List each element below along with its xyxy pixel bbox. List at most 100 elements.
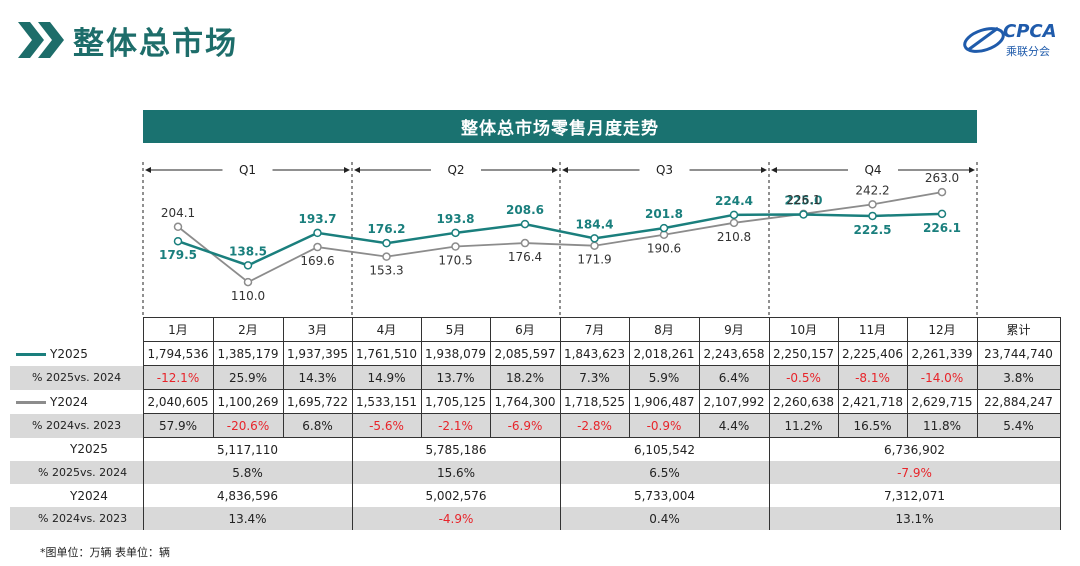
quarter-cell: 5,117,110 xyxy=(142,437,353,461)
quarter-row: % 2024vs. 2023 13.4% -4.9% 0.4% 13.1% xyxy=(10,507,1061,530)
data-point xyxy=(451,242,460,251)
column-header: 5月 xyxy=(420,317,491,342)
table-cell: 2,261,339 xyxy=(906,341,978,366)
data-point xyxy=(590,241,599,250)
table-cell: 1,937,395 xyxy=(282,341,353,366)
table-cell: 16.5% xyxy=(837,413,908,438)
data-point xyxy=(313,242,322,252)
quarter-arrow xyxy=(552,167,558,173)
table-cell: 1,385,179 xyxy=(212,341,284,366)
table-cell: -2.1% xyxy=(420,413,491,438)
quarter-cell: 6.5% xyxy=(559,461,770,484)
table-cell: 18.2% xyxy=(489,365,561,390)
data-point xyxy=(243,277,253,287)
table-cell: 1,794,536 xyxy=(142,341,214,366)
table-cell: 1,761,510 xyxy=(351,341,422,366)
row-label: % 2024vs. 2023 xyxy=(10,507,143,530)
data-label: 190.6 xyxy=(647,242,681,256)
table-cell: 11.8% xyxy=(906,413,978,438)
table-cell: 4.4% xyxy=(698,413,770,438)
data-point xyxy=(868,200,877,209)
row-label: % 2025vs. 2024 xyxy=(10,365,143,390)
table-cell: -5.6% xyxy=(351,413,422,438)
table-cell: 1,718,525 xyxy=(559,389,630,414)
table-cell: -2.8% xyxy=(559,413,630,438)
table-cell: 1,906,487 xyxy=(628,389,700,414)
table-cell: 23,744,740 xyxy=(976,341,1061,366)
data-label: 110.0 xyxy=(231,289,265,303)
data-point xyxy=(313,228,322,238)
quarter-cell: 5,002,576 xyxy=(351,484,561,507)
data-point xyxy=(729,210,739,220)
quarter-cell: 4,836,596 xyxy=(142,484,353,507)
quarter-arrow xyxy=(344,167,350,173)
table-cell: 1,938,079 xyxy=(420,341,491,366)
data-point xyxy=(659,223,669,233)
legend-line-icon xyxy=(16,400,46,404)
data-point xyxy=(937,187,947,197)
column-header: 12月 xyxy=(906,317,978,342)
quarter-cell: 6,736,902 xyxy=(768,437,1061,461)
table-cell: 1,843,623 xyxy=(559,341,630,366)
data-label: 153.3 xyxy=(369,264,403,278)
table-corner xyxy=(10,318,143,342)
table-cell: 5.9% xyxy=(628,365,700,390)
data-label: 176.2 xyxy=(368,222,406,236)
quarter-cell: 7,312,071 xyxy=(768,484,1061,507)
row-label: % 2024vs. 2023 xyxy=(10,413,143,438)
column-header: 2月 xyxy=(212,317,284,342)
data-point xyxy=(173,236,183,246)
logo-text: CPCA xyxy=(1003,21,1057,42)
data-label: 226.1 xyxy=(923,221,961,235)
quarter-arrow xyxy=(562,167,568,173)
row-label: % 2025vs. 2024 xyxy=(10,461,143,484)
data-point xyxy=(382,252,391,261)
quarter-row: Y2024 4,836,596 5,002,576 5,733,004 7,312,07… xyxy=(10,484,1061,507)
data-label: 171.9 xyxy=(577,253,611,267)
table-cell: 5.4% xyxy=(976,413,1061,438)
table-cell: 2,260,638 xyxy=(768,389,839,414)
row-label: Y2024 xyxy=(10,390,143,414)
data-point xyxy=(520,219,530,229)
table-cell: 1,705,125 xyxy=(420,389,491,414)
quarter-row: % 2025vs. 2024 5.8% 15.6% 6.5% -7.9% xyxy=(10,461,1061,484)
quarter-cell: 6,105,542 xyxy=(559,437,770,461)
data-label: 222.5 xyxy=(854,223,892,237)
data-point xyxy=(590,234,599,243)
header-chevron-icon xyxy=(18,22,64,58)
data-label: 242.2 xyxy=(855,183,889,197)
quarter-cell: -4.9% xyxy=(351,507,561,530)
data-point xyxy=(173,222,183,232)
table-cell: 14.3% xyxy=(282,365,353,390)
table-cell: 1,100,269 xyxy=(212,389,284,414)
table-cell: 2,629,715 xyxy=(906,389,978,414)
column-header: 9月 xyxy=(698,317,770,342)
footnote: *图单位：万辆 表单位：辆 xyxy=(40,546,170,559)
data-label: 210.8 xyxy=(717,230,751,244)
data-point xyxy=(729,218,739,228)
cpca-logo xyxy=(963,26,1005,53)
column-header: 8月 xyxy=(628,317,700,342)
table-row: % 2024vs. 2023 57.9% -20.6% 6.8% -5.6% -2.1% -… xyxy=(10,413,1061,438)
table-row: Y2024 2,040,605 1,100,269 1,695,722 1,533,15… xyxy=(10,389,1061,414)
table-cell: 6.8% xyxy=(282,413,353,438)
quarter-label: Q1 xyxy=(239,163,256,177)
series-line-y2024 xyxy=(177,191,943,284)
table-cell: 25.9% xyxy=(212,365,284,390)
column-header: 1月 xyxy=(142,317,214,342)
table-cell: 2,250,157 xyxy=(768,341,839,366)
table-cell: 57.9% xyxy=(142,413,214,438)
data-label: 208.6 xyxy=(506,203,544,217)
table-cell: 22,884,247 xyxy=(976,389,1061,414)
data-label: 138.5 xyxy=(229,244,267,258)
table-cell: 2,085,597 xyxy=(489,341,561,366)
table-cell: 1,695,722 xyxy=(282,389,353,414)
table-cell: 1,764,300 xyxy=(489,389,561,414)
row-label: Y2025 xyxy=(70,442,108,457)
quarter-label: Q4 xyxy=(864,163,881,177)
page-title: 整体总市场 xyxy=(73,26,238,62)
table-cell: 1,533,151 xyxy=(351,389,422,414)
quarter-cell: 5,733,004 xyxy=(559,484,770,507)
quarter-arrow xyxy=(145,167,151,173)
data-label: 263.0 xyxy=(925,171,959,185)
